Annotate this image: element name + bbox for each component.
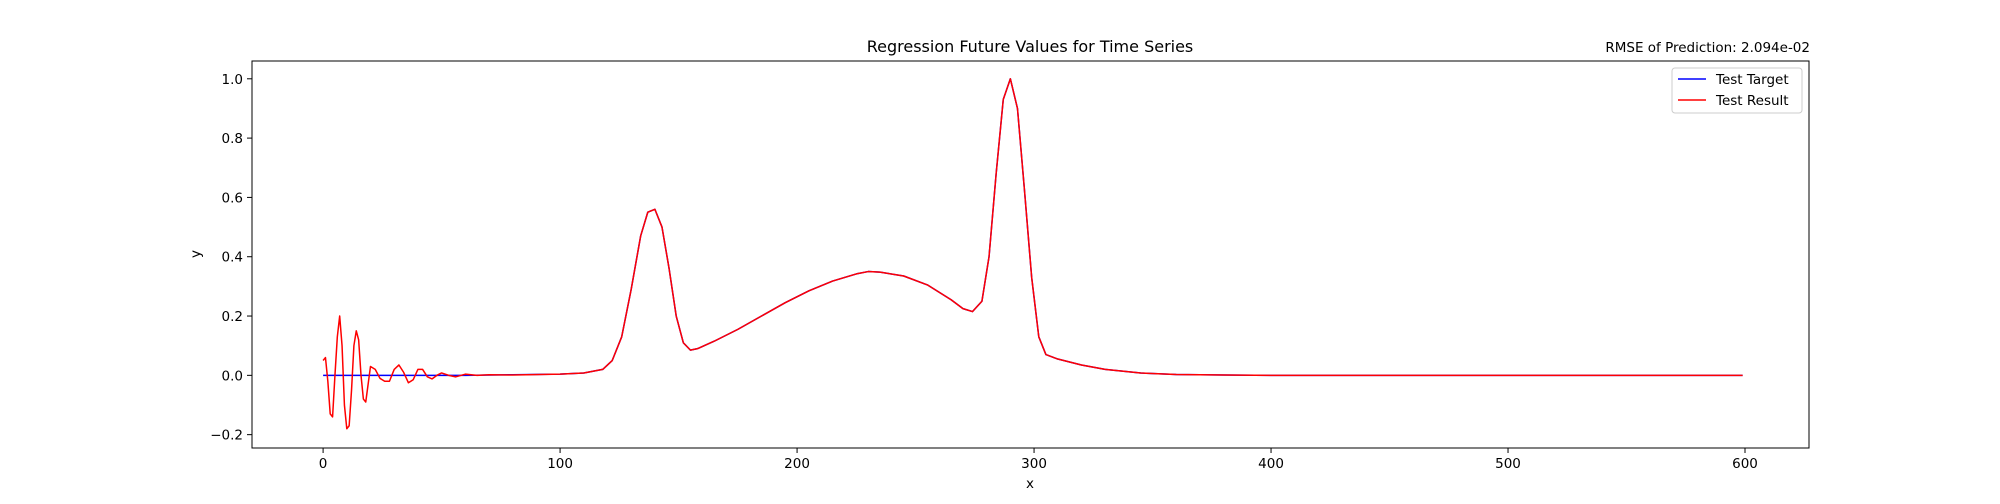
axis-ticks: 0 100 200 300 400 500 600 −0.2 0.0 0.2 0.4 0.6 0.8 1.… xyxy=(210,72,1758,472)
legend: Test Target Test Result xyxy=(1671,67,1803,114)
chart-title: Regression Future Values for Time Series xyxy=(867,37,1194,56)
x-tick-label: 500 xyxy=(1495,456,1521,472)
x-tick-label: 600 xyxy=(1732,456,1758,472)
x-tick-label: 200 xyxy=(784,456,810,472)
series-line-test-target xyxy=(323,78,1743,377)
y-tick-label: 0.6 xyxy=(222,190,243,206)
y-tick-label: 0.0 xyxy=(222,368,243,384)
y-tick-label: 0.4 xyxy=(222,250,243,266)
y-tick-label: −0.2 xyxy=(210,428,243,444)
series-layer xyxy=(322,78,1743,430)
series-line-test-result xyxy=(322,78,1743,430)
y-axis-label: y xyxy=(188,250,204,258)
x-tick-label: 0 xyxy=(319,456,328,472)
y-tick-label: 1.0 xyxy=(222,72,243,88)
legend-label-test-result: Test Result xyxy=(1715,93,1789,109)
legend-label-test-target: Test Target xyxy=(1715,72,1789,88)
x-axis-label: x xyxy=(1026,476,1034,492)
y-tick-label: 0.8 xyxy=(222,131,243,147)
rmse-annotation: RMSE of Prediction: 2.094e-02 xyxy=(1605,40,1810,56)
x-tick-label: 100 xyxy=(547,456,573,472)
x-tick-label: 400 xyxy=(1258,456,1284,472)
plot-frame xyxy=(251,60,1810,449)
x-tick-label: 300 xyxy=(1021,456,1047,472)
y-tick-label: 0.2 xyxy=(222,309,243,325)
